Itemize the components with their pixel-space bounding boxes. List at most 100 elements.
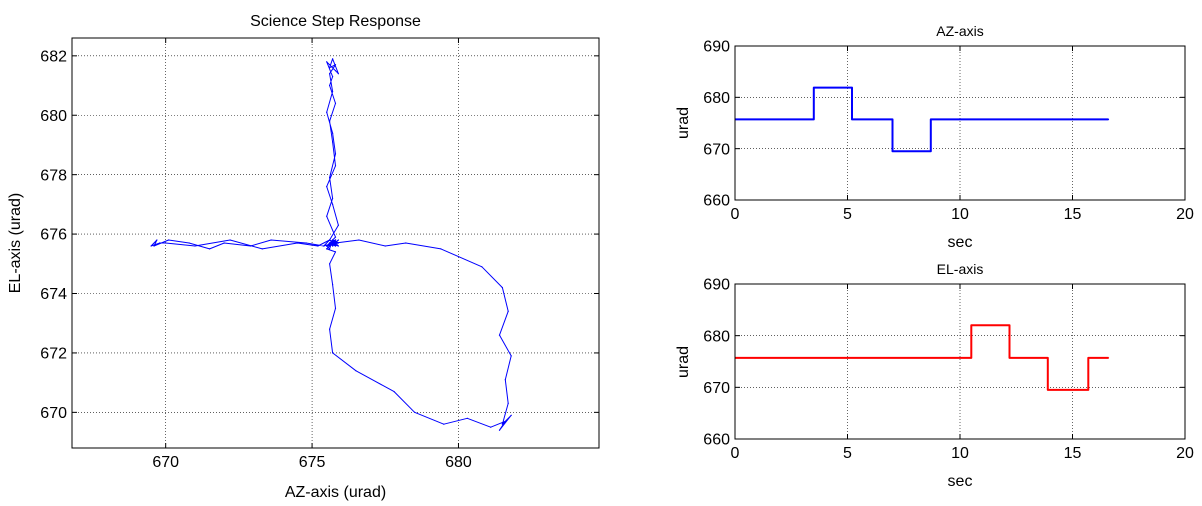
x-tick-label: 0 — [731, 445, 740, 462]
data-point — [334, 245, 337, 247]
data-point — [317, 245, 319, 247]
y-tick-label: 660 — [703, 193, 730, 210]
data-point — [337, 239, 339, 241]
data-point — [165, 242, 167, 244]
data-point — [1008, 357, 1011, 359]
y-axis-label: urad — [675, 346, 692, 378]
data-point — [507, 310, 509, 312]
science-step-response-chart: 670 675 680 670 672 674 676 678 680 682 Science S… — [7, 13, 600, 501]
data-point — [813, 87, 815, 89]
data-point — [209, 248, 211, 250]
data-point — [334, 165, 337, 167]
data-point — [305, 242, 307, 244]
data-point — [414, 411, 416, 413]
data-point — [334, 307, 337, 309]
data-point — [332, 132, 334, 134]
data-point — [326, 111, 328, 113]
data-point — [1047, 357, 1049, 359]
data-point — [970, 357, 972, 359]
x-tick-label: 0 — [731, 206, 740, 223]
data-point — [501, 423, 503, 425]
data-point — [334, 239, 337, 241]
data-point — [329, 245, 331, 247]
series-group — [150, 58, 512, 431]
data-point — [329, 64, 331, 66]
data-point — [323, 245, 325, 247]
data-point — [443, 423, 445, 425]
data-point — [332, 284, 334, 286]
data-point — [490, 426, 492, 428]
data-point — [223, 242, 225, 244]
data-point — [891, 118, 894, 120]
x-tick-label: 10 — [951, 206, 969, 223]
x-tick-label: 675 — [299, 454, 326, 471]
plot-area — [735, 284, 1185, 439]
data-point — [334, 70, 337, 72]
data-point — [498, 334, 501, 336]
data-point — [332, 203, 334, 205]
data-point — [334, 64, 337, 66]
data-point — [329, 73, 331, 75]
x-tick-label: 680 — [445, 454, 472, 471]
data-point — [332, 239, 334, 241]
y-tick-label: 680 — [703, 328, 730, 345]
y-tick-label: 674 — [40, 286, 67, 303]
y-tick-label: 682 — [40, 48, 67, 65]
data-point — [504, 420, 506, 422]
data-point — [930, 150, 932, 152]
data-point — [159, 242, 161, 244]
x-tick-label: 20 — [1176, 206, 1194, 223]
data-point — [332, 197, 334, 199]
y-tick-label: 670 — [40, 405, 67, 422]
data-point — [332, 58, 334, 60]
data-point — [332, 90, 334, 93]
y-axis-label: urad — [675, 107, 692, 139]
plot-area — [735, 46, 1185, 200]
x-tick-label: 10 — [951, 445, 969, 462]
tick-marks — [734, 45, 1186, 201]
az-axis-chart: 0 5 10 15 20 660 670 680 690 AZ-axis sec urad — [675, 23, 1194, 251]
el-axis-chart: 0 5 10 15 20 660 670 680 690 EL-axis sec urad — [675, 261, 1194, 490]
data-point — [261, 248, 263, 250]
data-point — [1107, 118, 1110, 120]
data-point — [337, 245, 339, 247]
chart-title: AZ-axis — [936, 23, 983, 39]
x-tick-label: 20 — [1176, 445, 1194, 462]
data-point — [337, 73, 339, 75]
chart-title: EL-axis — [937, 261, 984, 277]
data-point — [329, 84, 331, 87]
data-point — [334, 242, 337, 244]
data-point — [329, 248, 331, 250]
data-point — [326, 61, 328, 63]
data-point — [168, 239, 170, 241]
tick-labels: 670 675 680 670 672 674 676 678 680 682 — [40, 48, 472, 471]
x-tick-label: 5 — [843, 445, 852, 462]
data-point — [504, 379, 506, 381]
data-point — [153, 245, 155, 247]
data-point — [188, 242, 190, 244]
y-tick-label: 678 — [40, 167, 67, 184]
data-point — [329, 120, 331, 122]
tick-marks — [734, 283, 1186, 440]
y-tick-label: 680 — [40, 108, 67, 125]
data-point — [334, 251, 337, 253]
y-axis-label: EL-axis (urad) — [7, 193, 24, 293]
data-point — [326, 215, 328, 217]
data-point — [510, 355, 512, 357]
tick-marks — [72, 38, 599, 448]
y-tick-label: 676 — [40, 227, 67, 244]
y-tick-label: 670 — [703, 141, 730, 158]
x-axis-label: sec — [948, 234, 973, 251]
data-point — [229, 239, 231, 241]
x-tick-label: 670 — [152, 454, 179, 471]
y-tick-label: 690 — [703, 277, 730, 294]
data-point — [329, 177, 331, 179]
data-point — [156, 239, 158, 241]
data-point — [1107, 357, 1110, 359]
series-line — [735, 324, 1109, 391]
data-point — [329, 263, 331, 265]
data-point — [296, 242, 298, 244]
plot-frame — [71, 37, 600, 449]
data-point — [337, 224, 339, 226]
data-point — [326, 248, 328, 250]
